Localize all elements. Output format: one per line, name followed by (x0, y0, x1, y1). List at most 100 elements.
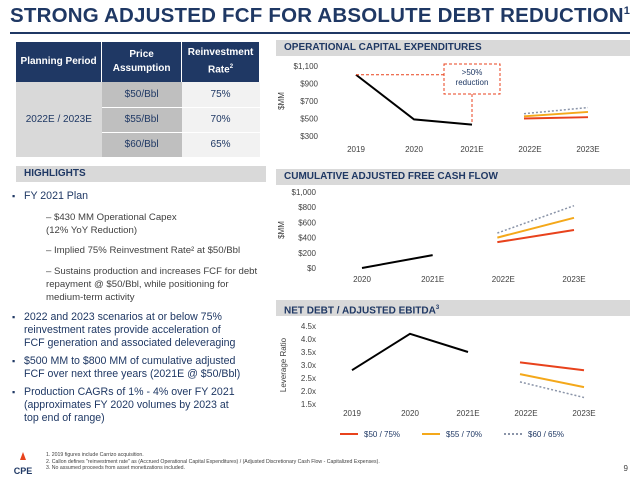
highlight-item: – Implied 75% Reinvestment Rate² at $50/… (46, 245, 241, 256)
highlight-item: top end of range) (24, 412, 105, 424)
highlights-header: HIGHLIGHTS (16, 166, 266, 182)
series-line-history (355, 73, 473, 126)
series-line-55-70 (497, 216, 575, 239)
table-cell-rate: 75% (181, 82, 260, 108)
highlight-item: $500 MM to $800 MM of cumulative adjuste… (24, 355, 236, 367)
x-tick-label: 2021E (421, 275, 444, 284)
x-tick-label: 2022E (492, 275, 515, 284)
table-header-price: Price Assumption (101, 42, 183, 82)
table-cell-period: 2022E / 2023E (16, 82, 102, 158)
title-divider (10, 32, 630, 34)
highlight-item: – $430 MM Operational Capex (46, 212, 177, 223)
x-tick-label: 2019 (347, 145, 365, 154)
x-tick-label: 2020 (405, 145, 423, 154)
highlight-item: Production CAGRs of 1% - 4% over FY 2021 (24, 386, 235, 398)
y-tick-label: $400 (298, 234, 316, 243)
y-tick-label: $200 (298, 249, 316, 258)
page-title: STRONG ADJUSTED FCF FOR ABSOLUTE DEBT RE… (10, 4, 631, 27)
annotation-text: reduction (456, 78, 489, 87)
table-cell-price: $50/Bbl (101, 82, 182, 108)
y-tick-label: $1,100 (294, 62, 319, 71)
annotation-text: >50% (462, 68, 483, 77)
highlight-item: FCF over next three years (2021E @ $50/B… (24, 368, 241, 380)
planning-table: Planning Period Price Assumption Reinves… (16, 42, 260, 158)
y-tick-label: $700 (300, 97, 318, 106)
series-line-50-75 (523, 116, 589, 120)
highlight-item: FY 2021 Plan (24, 190, 89, 202)
legend-label: $55 / 70% (446, 430, 482, 439)
highlight-item: (12% YoY Reduction) (46, 225, 138, 236)
table-row: $55/Bbl 70% (16, 107, 260, 133)
x-tick-label: 2020 (401, 409, 419, 418)
table-header-rate: Reinvestment Rate2 (181, 42, 260, 82)
series-line-60-65 (497, 204, 575, 234)
highlight-item: – Sustains production and increases FCF … (46, 266, 258, 277)
legend-label: $60 / 65% (528, 430, 564, 439)
leverage-chart: Leverage Ratio 1.5x 2.0x 2.5x 3.0x 3.5x 4.0x 4.… (279, 322, 596, 418)
bullet-icon: ▪ (12, 387, 16, 397)
series-line-history (351, 332, 469, 372)
series-line-50-75 (519, 361, 585, 372)
y-tick-label: 4.0x (301, 335, 316, 344)
y-tick-label: 3.5x (301, 348, 316, 357)
table-cell-price: $60/Bbl (101, 132, 182, 158)
y-axis-label: Leverage Ratio (279, 337, 288, 392)
table-row: 2022E / 2023E $50/Bbl 75% (16, 82, 260, 158)
bullet-icon: ▪ (12, 356, 16, 366)
x-tick-label: 2023E (576, 145, 599, 154)
highlight-item: medium-term activity (46, 292, 135, 303)
x-tick-label: 2020 (353, 275, 371, 284)
y-tick-label: $500 (300, 115, 318, 124)
y-tick-label: $1,000 (292, 188, 317, 197)
chart-title-fcf: CUMULATIVE ADJUSTED FREE CASH FLOW (276, 169, 630, 185)
table-cell-rate: 65% (181, 132, 260, 158)
y-axis-label: $MM (277, 221, 286, 239)
highlight-item: (approximates FY 2020 volumes by 2023 at (24, 399, 229, 411)
footnote: 1. 2019 figures include Carrizo acquisit… (46, 452, 144, 458)
highlight-item: 2022 and 2023 scenarios at or below 75% (24, 311, 222, 323)
y-tick-label: $0 (307, 264, 316, 273)
x-tick-label: 2019 (343, 409, 361, 418)
x-tick-label: 2022E (518, 145, 541, 154)
table-header-row: Planning Period Price Assumption Reinves… (16, 42, 260, 82)
series-line-50-75 (497, 229, 575, 244)
y-tick-label: 4.5x (301, 322, 316, 331)
table-cell-rate: 70% (181, 107, 260, 133)
chart-legend: $50 / 75% $55 / 70% $60 / 65% (340, 430, 564, 439)
y-tick-label: 2.5x (301, 374, 316, 383)
footnote: 3. No assumed proceeds from asset moneti… (46, 465, 185, 471)
bullet-icon: ▪ (12, 191, 16, 201)
annotation-box (443, 63, 501, 95)
series-line-60-65 (519, 381, 585, 399)
y-axis-label: $MM (277, 92, 286, 110)
x-tick-label: 2022E (514, 409, 537, 418)
chart-title-leverage: NET DEBT / ADJUSTED EBITDA3 (276, 300, 630, 316)
capex-chart: $MM $300 $500 $700 $900 $1,100 2019 2020 2021E 20… (277, 62, 600, 154)
table-row: $60/Bbl 65% (16, 132, 260, 158)
y-tick-label: $300 (300, 132, 318, 141)
y-tick-label: $800 (298, 203, 316, 212)
y-tick-label: $600 (298, 218, 316, 227)
table-header-period: Planning Period (16, 42, 103, 82)
x-tick-label: 2021E (460, 145, 483, 154)
highlight-item: repayment @ $50/Bbl, while positioning f… (46, 279, 229, 290)
series-line-55-70 (523, 110, 589, 118)
x-tick-label: 2023E (572, 409, 595, 418)
table-cell-price: $55/Bbl (101, 107, 182, 133)
y-tick-label: 1.5x (301, 400, 316, 409)
fcf-chart: $MM $0 $200 $400 $600 $800 $1,000 2020 2021E 2022… (277, 188, 586, 284)
footnotes: 1. 2019 figures include Carrizo acquisit… (46, 452, 380, 472)
highlight-item: FCF generation and associated deleveragi… (24, 337, 236, 349)
bullet-icon: ▪ (12, 312, 16, 322)
footnote: 2. Callon defines "reinvestment rate" as… (46, 458, 380, 465)
x-tick-label: 2023E (562, 275, 585, 284)
y-tick-label: 2.0x (301, 387, 316, 396)
chart-title-capex: OPERATIONAL CAPITAL EXPENDITURES (276, 40, 630, 56)
company-logo: CPE (14, 452, 32, 476)
series-line-55-70 (519, 373, 585, 389)
series-line-history (361, 254, 433, 269)
y-tick-label: 3.0x (301, 361, 316, 370)
y-tick-label: $900 (300, 80, 318, 89)
highlight-item: reinvestment rates provide acceleration … (24, 324, 221, 336)
page-number: 9 (623, 464, 628, 473)
